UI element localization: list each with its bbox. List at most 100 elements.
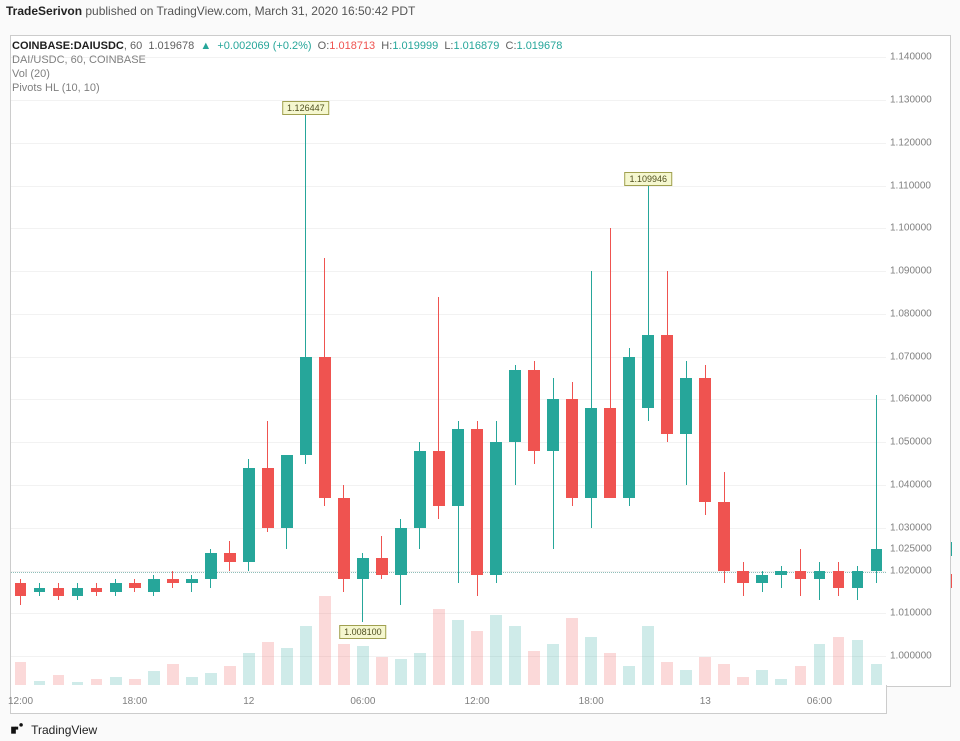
candle-body[interactable] — [167, 579, 179, 583]
time-tick-label: 12:00 — [8, 696, 33, 707]
candle-body[interactable] — [91, 588, 103, 592]
volume-bar — [452, 620, 464, 686]
candle-wick — [191, 575, 192, 592]
candle-body[interactable] — [319, 357, 331, 498]
candle-body[interactable] — [414, 451, 426, 528]
candle-body[interactable] — [300, 357, 312, 455]
candle-body[interactable] — [338, 498, 350, 579]
candle-body[interactable] — [243, 468, 255, 562]
grid-line — [11, 186, 886, 187]
candle-body[interactable] — [281, 455, 293, 528]
candle-body[interactable] — [775, 571, 787, 575]
candle-body[interactable] — [72, 588, 84, 597]
volume-bar — [262, 642, 274, 686]
candle-body[interactable] — [262, 468, 274, 528]
volume-bar — [395, 659, 407, 687]
volume-bar — [300, 626, 312, 687]
price-tick-label: 1.010000 — [890, 608, 932, 619]
price-tick-label: 1.110000 — [890, 180, 931, 191]
grid-line — [11, 485, 886, 486]
candle-body[interactable] — [642, 335, 654, 408]
candle-body[interactable] — [452, 429, 464, 506]
ohlc-legend: COINBASE:DAIUSDC, 60 1.019678 ▲ +0.00206… — [12, 40, 562, 52]
price-tick-label: 1.025000 — [890, 544, 932, 555]
price-tick-label: 1.140000 — [890, 52, 932, 63]
grid-line — [11, 357, 886, 358]
candle-body[interactable] — [623, 357, 635, 498]
tradingview-logo-icon — [10, 723, 31, 737]
candle-body[interactable] — [53, 588, 65, 597]
candle-body[interactable] — [490, 442, 502, 575]
grid-line — [11, 528, 886, 529]
candle-body[interactable] — [737, 571, 749, 584]
volume-bar — [795, 666, 807, 686]
grid-line — [11, 399, 886, 400]
time-tick-label: 12:00 — [465, 696, 490, 707]
candle-body[interactable] — [110, 583, 122, 592]
volume-bar — [319, 596, 331, 686]
candle-body[interactable] — [604, 408, 616, 498]
time-tick-label: 18:00 — [579, 696, 604, 707]
candle-body[interactable] — [699, 378, 711, 502]
candle-body[interactable] — [509, 370, 521, 443]
volume-bar — [623, 666, 635, 686]
candle-body[interactable] — [34, 588, 46, 592]
grid-line — [11, 571, 886, 572]
volume-bar — [281, 648, 293, 687]
time-tick-label: 06:00 — [807, 696, 832, 707]
volume-bar — [167, 664, 179, 686]
candle-body[interactable] — [718, 502, 730, 570]
candle-body[interactable] — [795, 571, 807, 580]
volume-bar — [833, 637, 845, 687]
candle-body[interactable] — [528, 370, 540, 451]
caption-site: TradingView.com — [157, 4, 248, 18]
volume-bar — [680, 670, 692, 687]
candle-body[interactable] — [15, 583, 27, 596]
candle-body[interactable] — [852, 571, 864, 588]
candle-body[interactable] — [433, 451, 445, 507]
candle-body[interactable] — [148, 579, 160, 592]
indicator-vol-label: Vol (20) — [12, 68, 50, 80]
indicator-pivots-label: Pivots HL (10, 10) — [12, 82, 100, 94]
candle-body[interactable] — [186, 579, 198, 583]
price-tick-label: 1.040000 — [890, 480, 932, 491]
candle-body[interactable] — [566, 399, 578, 497]
candle-body[interactable] — [224, 553, 236, 562]
candle-body[interactable] — [471, 429, 483, 574]
candle-body[interactable] — [129, 583, 141, 587]
grid-line — [11, 100, 886, 101]
volume-bar — [547, 644, 559, 686]
candle-body[interactable] — [395, 528, 407, 575]
caption-author: TradeSerivon — [6, 4, 82, 18]
candle-body[interactable] — [871, 549, 883, 570]
grid-line — [11, 656, 886, 657]
candle-body[interactable] — [756, 575, 768, 584]
price-axis[interactable]: 1.0000001.0100001.0200001.0250001.030000… — [886, 35, 951, 687]
tradingview-brand: TradingView — [10, 722, 97, 737]
candle-body[interactable] — [680, 378, 692, 434]
price-tick-label: 1.070000 — [890, 351, 932, 362]
candle-body[interactable] — [585, 408, 597, 498]
volume-bar — [814, 644, 826, 686]
time-tick-label: 13 — [700, 696, 711, 707]
time-axis[interactable]: 12:0018:001206:0012:0018:001306:00 — [10, 685, 887, 714]
symbol-label: COINBASE:DAIUSDC — [12, 40, 124, 52]
volume-bar — [852, 640, 864, 686]
grid-line — [11, 314, 886, 315]
grid-line — [11, 228, 886, 229]
candle-body[interactable] — [376, 558, 388, 575]
time-tick-label: 12 — [243, 696, 254, 707]
volume-bar — [338, 644, 350, 686]
chart-area[interactable]: 1.1264471.1099461.0081001.02500009:19 — [10, 35, 887, 687]
symbol-subtitle: DAI/USDC, 60, COINBASE — [12, 54, 146, 66]
candle-body[interactable] — [661, 335, 673, 433]
candle-body[interactable] — [833, 571, 845, 588]
volume-bar — [357, 646, 369, 686]
candle-wick — [819, 562, 820, 600]
candle-body[interactable] — [547, 399, 559, 450]
candle-body[interactable] — [357, 558, 369, 579]
candle-wick — [781, 566, 782, 587]
volume-bar — [756, 670, 768, 687]
candle-body[interactable] — [205, 553, 217, 579]
candle-body[interactable] — [814, 571, 826, 580]
